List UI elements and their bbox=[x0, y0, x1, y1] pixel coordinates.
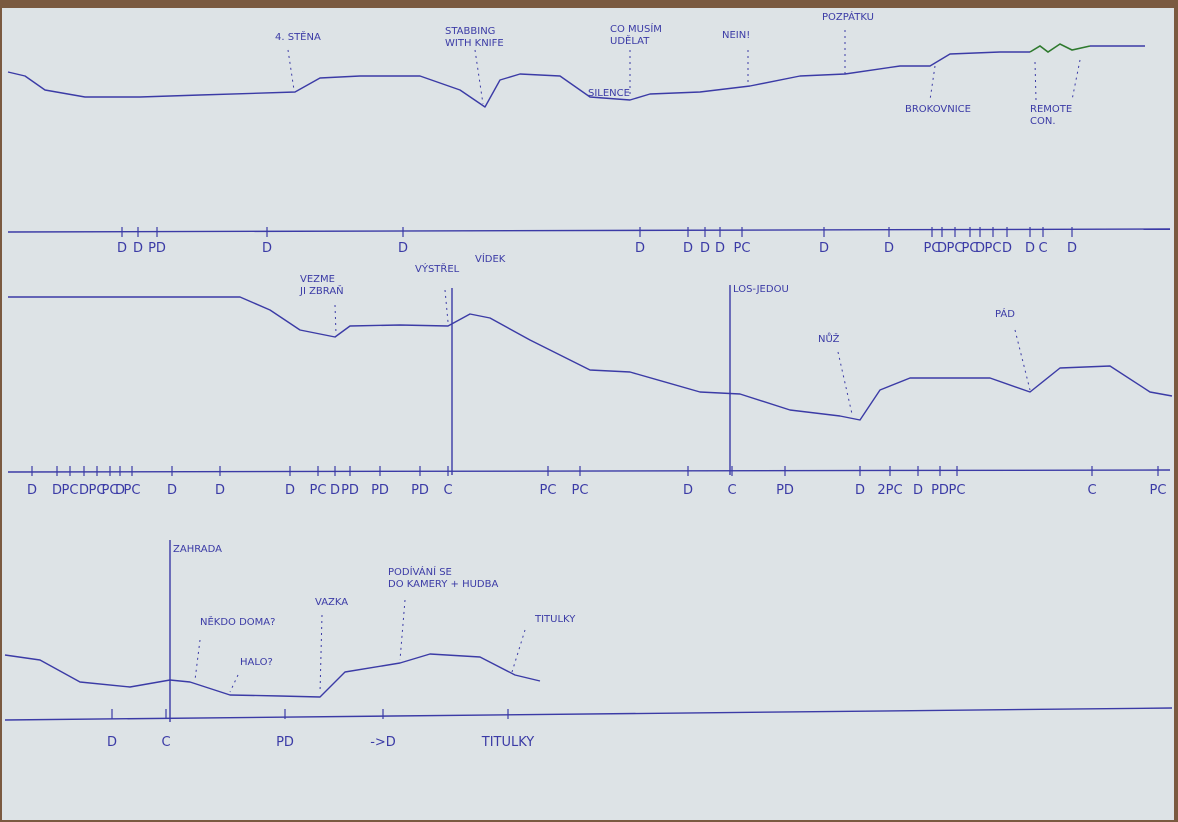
axis-label: D bbox=[975, 241, 985, 256]
annotation: JI ZBRAŇ bbox=[299, 284, 344, 297]
annotation: TITULKY bbox=[534, 614, 576, 625]
axis-label: D bbox=[330, 483, 340, 498]
axis-label: D bbox=[1002, 241, 1012, 256]
axis-label: D bbox=[1067, 241, 1077, 256]
axis-label: D bbox=[884, 241, 894, 256]
axis-label: PC bbox=[572, 483, 589, 498]
axis-label: PD bbox=[931, 483, 949, 498]
axis-label: D bbox=[398, 241, 408, 256]
axis-label: PC bbox=[62, 483, 79, 498]
axis-label: ->D bbox=[370, 735, 396, 750]
axis-label: PC bbox=[949, 483, 966, 498]
axis-label: D bbox=[79, 483, 89, 498]
axis-label: C bbox=[443, 483, 452, 498]
annotation: NEIN! bbox=[722, 30, 750, 41]
axis-label: PC bbox=[124, 483, 141, 498]
axis-label: PC bbox=[310, 483, 327, 498]
annotation: DO KAMERY + HUDBA bbox=[388, 579, 498, 590]
axis-label: D bbox=[117, 241, 127, 256]
annotation: 4. STĚNA bbox=[275, 30, 321, 43]
annotation: VÝSTŘEL bbox=[415, 262, 460, 275]
axis-label: PD bbox=[411, 483, 429, 498]
annotation: POZPÁTKU bbox=[822, 10, 874, 23]
axis-label: D bbox=[262, 241, 272, 256]
paper bbox=[2, 8, 1174, 820]
axis-label: D bbox=[27, 483, 37, 498]
axis-label: TITULKY bbox=[481, 735, 535, 750]
axis-label: C bbox=[161, 735, 170, 750]
axis-label: D bbox=[937, 241, 947, 256]
axis-label: PD bbox=[341, 483, 359, 498]
axis-label: PD bbox=[148, 241, 166, 256]
axis-label: D bbox=[107, 735, 117, 750]
axis-label: C bbox=[1038, 241, 1047, 256]
axis-label: D bbox=[1025, 241, 1035, 256]
axis-label: D bbox=[715, 241, 725, 256]
axis-label: PD bbox=[371, 483, 389, 498]
axis-label: D bbox=[215, 483, 225, 498]
annotation: CO MUSÍM bbox=[610, 22, 662, 35]
sketch: 4. STĚNA STABBINGWITH KNIFE CO MUSÍMUDĚLAT… bbox=[0, 0, 1178, 822]
axis-label: C bbox=[727, 483, 736, 498]
annotation: HALO? bbox=[240, 657, 273, 668]
axis-label: C bbox=[1087, 483, 1096, 498]
axis-label: D bbox=[683, 241, 693, 256]
axis-label: PD bbox=[276, 735, 294, 750]
annotation: PODÍVÁNÍ SE bbox=[388, 565, 452, 578]
axis-label: D bbox=[167, 483, 177, 498]
annotation: NĚKDO DOMA? bbox=[200, 615, 275, 628]
axis-label: D bbox=[285, 483, 295, 498]
axis-label: D bbox=[700, 241, 710, 256]
axis-label: D bbox=[635, 241, 645, 256]
annotation: NŮŽ bbox=[818, 332, 840, 345]
annotation: CON. bbox=[1030, 116, 1056, 127]
axis-label: PC bbox=[734, 241, 751, 256]
axis-label: PD bbox=[776, 483, 794, 498]
axis-label: PC bbox=[1150, 483, 1167, 498]
annotation: VÍDEK bbox=[475, 252, 506, 265]
annotation: SILENCE bbox=[588, 88, 630, 99]
axis-label: D bbox=[683, 483, 693, 498]
annotation: VAZKA bbox=[315, 597, 348, 608]
axis-label: D bbox=[913, 483, 923, 498]
annotation: LOS-JEDOU bbox=[733, 284, 789, 295]
axis-label: D bbox=[52, 483, 62, 498]
annotation: ZAHRADA bbox=[173, 544, 222, 555]
axis-label: D bbox=[133, 241, 143, 256]
annotation: PÁD bbox=[995, 307, 1015, 320]
axis-label: PC bbox=[540, 483, 557, 498]
axis-label: PC bbox=[985, 241, 1002, 256]
annotation: VEZME bbox=[300, 274, 335, 285]
annotation: WITH KNIFE bbox=[445, 38, 504, 49]
annotation: BROKOVNICE bbox=[905, 104, 971, 115]
axis-label: D bbox=[819, 241, 829, 256]
annotation: REMOTE bbox=[1030, 104, 1072, 115]
axis-label: 2PC bbox=[877, 483, 902, 498]
axis-label: D bbox=[855, 483, 865, 498]
annotation: STABBING bbox=[445, 26, 495, 37]
annotation: UDĚLAT bbox=[610, 34, 650, 47]
